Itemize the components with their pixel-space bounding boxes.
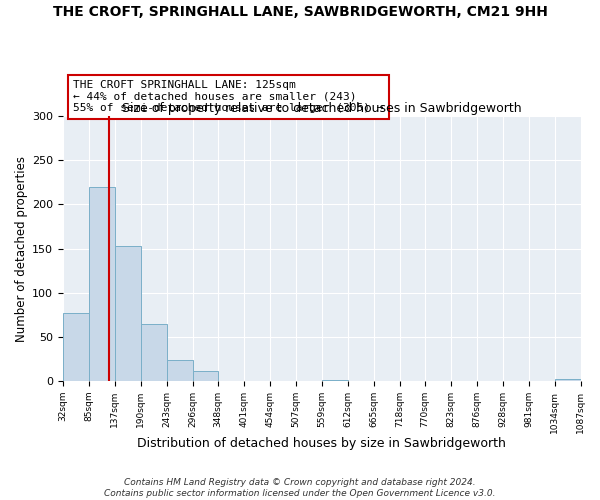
Bar — [115, 246, 140, 381]
Y-axis label: Number of detached properties: Number of detached properties — [15, 156, 28, 342]
Bar — [63, 313, 89, 381]
Text: THE CROFT SPRINGHALL LANE: 125sqm
← 44% of detached houses are smaller (243)
55%: THE CROFT SPRINGHALL LANE: 125sqm ← 44% … — [73, 80, 384, 114]
Text: Contains HM Land Registry data © Crown copyright and database right 2024.
Contai: Contains HM Land Registry data © Crown c… — [104, 478, 496, 498]
Bar — [89, 186, 115, 381]
Title: Size of property relative to detached houses in Sawbridgeworth: Size of property relative to detached ho… — [122, 102, 521, 115]
Bar — [140, 324, 167, 381]
Bar — [167, 360, 193, 381]
Bar — [554, 379, 581, 381]
Bar — [322, 380, 347, 381]
Text: THE CROFT, SPRINGHALL LANE, SAWBRIDGEWORTH, CM21 9HH: THE CROFT, SPRINGHALL LANE, SAWBRIDGEWOR… — [53, 5, 547, 19]
X-axis label: Distribution of detached houses by size in Sawbridgeworth: Distribution of detached houses by size … — [137, 437, 506, 450]
Bar — [193, 372, 218, 381]
